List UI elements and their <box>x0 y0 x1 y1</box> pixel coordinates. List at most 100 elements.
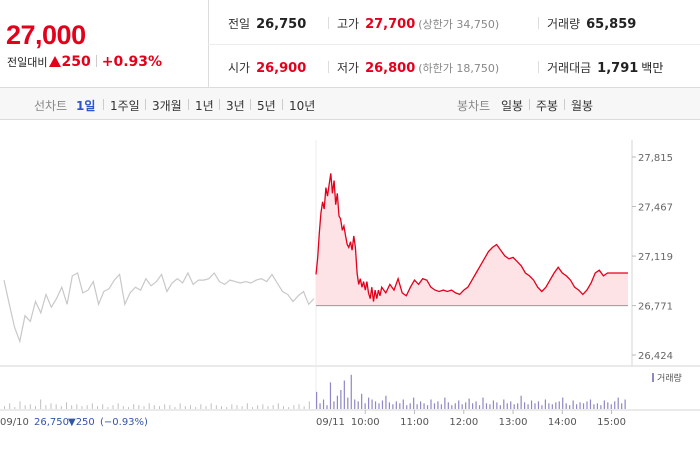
divider <box>250 99 251 110</box>
open-price: 시가 26,900 <box>228 59 306 76</box>
volume-bar-today <box>430 399 432 409</box>
volume-bar-prev <box>29 404 31 409</box>
prev-day-close: 26,750 <box>34 417 69 428</box>
volume-bar-prev <box>97 406 98 409</box>
amount-label: 거래대금 <box>547 61 592 75</box>
y-tick-label: 27,119 <box>638 252 673 263</box>
today-series-area <box>316 173 628 306</box>
volume-bar-today <box>506 403 508 409</box>
tab-1-year[interactable]: 1년 <box>195 99 214 113</box>
volume-bar-today <box>586 401 588 409</box>
divider <box>328 17 329 29</box>
volume-bar-prev <box>293 405 295 409</box>
tab-monthly-candle[interactable]: 월봉 <box>571 99 594 113</box>
volume-bar-today <box>475 401 477 409</box>
volume-bar-today <box>617 397 619 409</box>
volume-bar-prev <box>298 404 300 409</box>
volume-bar-today <box>527 404 529 409</box>
volume-bar-today <box>565 403 567 409</box>
tab-3-month[interactable]: 3개월 <box>152 99 182 113</box>
volume-legend-swatch <box>652 373 654 382</box>
volume-value: 65,859 <box>586 17 637 32</box>
volume-bar-today <box>624 399 626 409</box>
volume-bar-prev <box>205 406 207 409</box>
tab-1-week[interactable]: 1주일 <box>110 99 140 113</box>
volume-bar-today <box>426 405 429 409</box>
divider <box>538 17 539 29</box>
volume-bar-today <box>402 399 404 409</box>
volume-bar-today <box>350 374 352 409</box>
volume-bar-today <box>520 395 522 409</box>
volume-bar-today <box>326 405 328 409</box>
x-tick-label: 14:00 <box>548 417 577 428</box>
chart-period-tabs: 선차트 1일 1주일 3개월 1년 3년 5년 10년 봉차트 일봉 주봉 월봉 <box>0 88 700 120</box>
volume-bar-today <box>381 400 384 409</box>
low-value: 26,800 <box>365 61 416 76</box>
up-triangle-icon <box>49 56 62 67</box>
volume-bar-today <box>392 404 394 409</box>
volume-bar-today <box>347 397 349 409</box>
volume-bar-prev <box>283 406 284 409</box>
volume-bar-today <box>562 397 564 409</box>
y-tick-label: 27,815 <box>638 153 673 164</box>
volume-bar-today <box>319 403 321 409</box>
prev-close-label: 전일 <box>228 17 251 31</box>
divider <box>219 99 220 110</box>
volume-bar-prev <box>169 405 171 409</box>
volume-bar-today <box>433 403 436 409</box>
quote-header: 27,000 전일대비 250 +0.93% 전일 26,750 고가 27,700 (상… <box>0 0 700 88</box>
volume-bar-today <box>468 398 470 409</box>
volume-bar-prev <box>246 403 248 409</box>
volume-bar-prev <box>71 405 73 409</box>
volume-bar-today <box>517 403 519 409</box>
volume-bar-prev <box>122 406 124 409</box>
volume-bar-prev <box>303 406 305 409</box>
volume-bar-prev <box>308 401 310 409</box>
volume-bar-today <box>485 403 488 409</box>
tab-1-day[interactable]: 1일 <box>76 99 96 113</box>
y-tick-label: 26,424 <box>638 351 673 362</box>
volume-bar-prev <box>267 406 269 409</box>
divider <box>538 61 539 73</box>
open-value: 26,900 <box>256 61 307 76</box>
volume-bar-prev <box>66 402 67 409</box>
volume-bar-today <box>451 405 453 409</box>
volume-bar-today <box>378 403 380 409</box>
prev-day-series-line <box>3 271 315 344</box>
volume-bar-today <box>603 400 605 409</box>
tab-3-year[interactable]: 3년 <box>226 99 245 113</box>
volume-bar-today <box>423 403 425 409</box>
volume-bar-prev <box>252 407 253 409</box>
volume-bar-today <box>541 405 543 409</box>
amount-value: 1,791 <box>597 61 639 76</box>
volume-bar-prev <box>128 407 129 409</box>
divider <box>103 99 104 110</box>
volume-bar-today <box>524 402 526 409</box>
tab-weekly-candle[interactable]: 주봉 <box>536 99 559 113</box>
volume: 거래량 65,859 <box>538 15 636 32</box>
tab-10-year[interactable]: 10년 <box>289 99 316 113</box>
lower-limit: (하한가 18,750) <box>418 62 500 75</box>
volume-bar-today <box>558 401 560 409</box>
today-label: 09/11 <box>316 417 345 428</box>
tab-5-year[interactable]: 5년 <box>257 99 276 113</box>
volume-bar-today <box>437 401 439 409</box>
today-series-line <box>315 173 628 302</box>
volume-bar-today <box>385 395 387 409</box>
volume-bar-today <box>537 401 540 409</box>
volume-bar-today <box>482 397 484 409</box>
low-label: 저가 <box>337 61 360 75</box>
divider <box>328 61 329 73</box>
tab-daily-candle[interactable]: 일봉 <box>501 99 524 113</box>
current-price: 27,000 <box>6 20 86 50</box>
volume-bar-prev <box>102 404 104 409</box>
volume-bar-prev <box>195 407 197 409</box>
volume-bar-today <box>322 399 325 409</box>
divider <box>188 99 189 110</box>
volume-bar-today <box>420 401 422 409</box>
volume-bar-prev <box>86 405 88 409</box>
volume-bar-prev <box>215 405 217 409</box>
volume-bar-prev <box>184 406 186 409</box>
divider <box>208 44 700 45</box>
volume-bar-today <box>406 405 408 409</box>
